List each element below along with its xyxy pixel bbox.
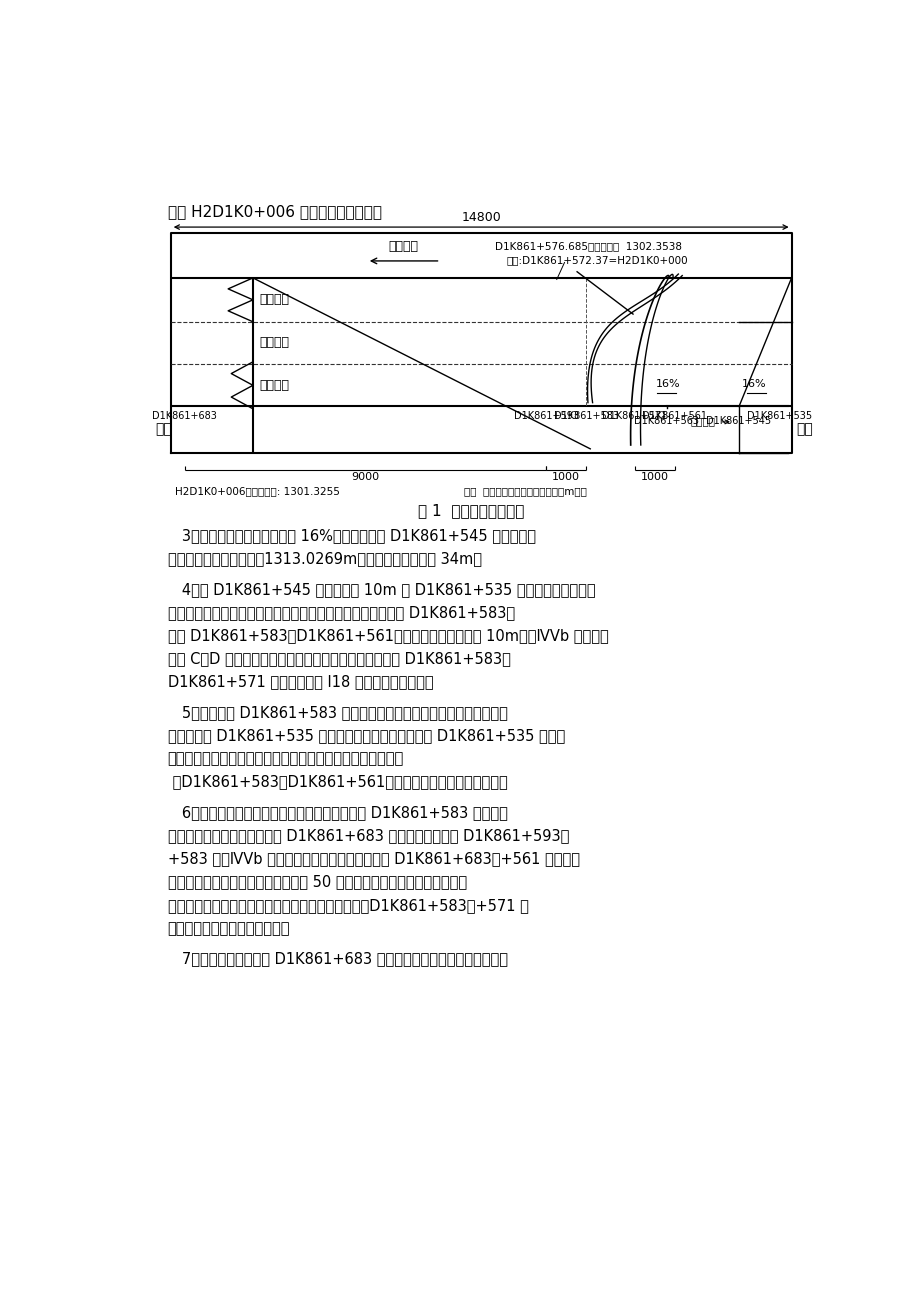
Text: 3、在转体施工过程中同时按 16%的上坡开挖至 D1K861+545 处达到正洞: 3、在转体施工过程中同时按 16%的上坡开挖至 D1K861+545 处达到正洞 bbox=[167, 529, 535, 543]
Text: 挖，开挖至 D1K861+535 后，将洞外拼装部分台架置于 D1K861+535 处并继: 挖，开挖至 D1K861+535 后，将洞外拼装部分台架置于 D1K861+53… bbox=[167, 728, 564, 743]
Text: 仰拱 C、D 单元初期支护）进行支护，正洞与横洞交叉段 D1K861+583～: 仰拱 C、D 单元初期支护）进行支护，正洞与横洞交叉段 D1K861+583～ bbox=[167, 651, 510, 667]
Text: D1K861+563: D1K861+563 bbox=[633, 417, 698, 427]
Text: 拱顶高程（拱顶高程为：1313.0269m），开挖长度计算为 34m；: 拱顶高程（拱顶高程为：1313.0269m），开挖长度计算为 34m； bbox=[167, 551, 482, 566]
Text: D1K861+545: D1K861+545 bbox=[706, 417, 771, 427]
Text: 图 1  横洞进正洞平面图: 图 1 横洞进正洞平面图 bbox=[418, 503, 524, 518]
Text: 14800: 14800 bbox=[460, 211, 501, 224]
Text: 1000: 1000 bbox=[551, 471, 580, 482]
Text: 板台架提供拼装空间，台车拼装完后及时施作二衬（D1K861+583～+571 段: 板台架提供拼装空间，台车拼装完后及时施作二衬（D1K861+583～+571 段 bbox=[167, 898, 528, 913]
Text: 说明  图中尺除里程桩号计其余均为m计。: 说明 图中尺除里程桩号计其余均为m计。 bbox=[463, 486, 586, 496]
Text: 施工方向: 施工方向 bbox=[689, 415, 714, 426]
Text: 二衬留到隧道贯通后再施作）。: 二衬留到隧道贯通后再施作）。 bbox=[167, 921, 289, 936]
Text: D1K861+683: D1K861+683 bbox=[153, 411, 217, 421]
Text: 隧道中线: 隧道中线 bbox=[259, 336, 289, 349]
Text: D1K861+576.685处切面高程  1302.3538: D1K861+576.685处切面高程 1302.3538 bbox=[494, 241, 681, 251]
Text: 断面 H2D1K0+006 施作支撑型钢门架。: 断面 H2D1K0+006 施作支撑型钢门架。 bbox=[167, 204, 381, 219]
Text: 6、全断面开挖台架加工完毕后以全断面工法从 D1K861+583 起，朝昆: 6、全断面开挖台架加工完毕后以全断面工法从 D1K861+583 起，朝昆 bbox=[167, 806, 507, 820]
Text: D1K861+535: D1K861+535 bbox=[746, 411, 811, 421]
Text: 隧道左线: 隧道左线 bbox=[259, 379, 289, 392]
Text: 其中 D1K861+583～D1K861+561（交叉段及小里程方向 10m）按ⅣVb 型（取消: 其中 D1K861+583～D1K861+561（交叉段及小里程方向 10m）按… bbox=[167, 629, 607, 643]
Text: 7、全断面方式开挖至 D1K861+683 后，转向小里程方向（长沙方向）: 7、全断面方式开挖至 D1K861+683 后，转向小里程方向（长沙方向） bbox=[167, 952, 507, 966]
Text: 9000: 9000 bbox=[351, 471, 380, 482]
Text: 16%: 16% bbox=[742, 379, 766, 389]
Text: D1K861+593: D1K861+593 bbox=[513, 411, 578, 421]
Text: D1K861+583: D1K861+583 bbox=[553, 411, 618, 421]
Text: 长沙: 长沙 bbox=[795, 423, 812, 436]
Text: 向大里程方向（昆明）以上台阶方式进行掘进；上台阶施工至 D1K861+583。: 向大里程方向（昆明）以上台阶方式进行掘进；上台阶施工至 D1K861+583。 bbox=[167, 605, 515, 620]
Text: 明方向（大里程方向）掘进至 D1K861+683 后停止掘进，其中 D1K861+593～: 明方向（大里程方向）掘进至 D1K861+683 后停止掘进，其中 D1K861… bbox=[167, 828, 569, 844]
Text: 线路方向: 线路方向 bbox=[388, 241, 418, 253]
Text: 昆明: 昆明 bbox=[155, 423, 172, 436]
Text: （D1K861+583～D1K861+561）隧底，并施工该段仰拱填充。: （D1K861+583～D1K861+561）隧底，并施工该段仰拱填充。 bbox=[167, 775, 507, 789]
Text: 续制作全断面台架，在制作台架的同时开挖横洞与正洞相交段: 续制作全断面台架，在制作台架的同时开挖横洞与正洞相交段 bbox=[167, 751, 403, 767]
Text: 交点:D1K861+572.37=H2D1K0+000: 交点:D1K861+572.37=H2D1K0+000 bbox=[505, 255, 687, 264]
Text: +583 段按ⅣVb 型支护参数进行支护，及时施作 D1K861+683～+561 仰拱填充: +583 段按ⅣVb 型支护参数进行支护，及时施作 D1K861+683～+56… bbox=[167, 852, 579, 867]
Text: D1K861+561: D1K861+561 bbox=[641, 411, 707, 421]
Text: 16%: 16% bbox=[655, 379, 680, 389]
Text: 5、下台阶从 D1K861+583 起沿施工方向（小里程方向）进行下台阶开: 5、下台阶从 D1K861+583 起沿施工方向（小里程方向）进行下台阶开 bbox=[167, 706, 507, 720]
Text: D1K861+571: D1K861+571 bbox=[601, 411, 666, 421]
Text: D1K861+571 钢拱架与预埋 I18 工字钢横梁相连接；: D1K861+571 钢拱架与预埋 I18 工字钢横梁相连接； bbox=[167, 674, 433, 690]
Text: （为防止以后开挖时破坏底板，预留 50 米暂不施工），为二衬台车及防水: （为防止以后开挖时破坏底板，预留 50 米暂不施工），为二衬台车及防水 bbox=[167, 875, 466, 889]
Text: 1000: 1000 bbox=[640, 471, 668, 482]
Text: 4、从 D1K861+545 处过渡扩挖 10m 至 D1K861+535 处达到正洞断面后转: 4、从 D1K861+545 处过渡扩挖 10m 至 D1K861+535 处达… bbox=[167, 582, 595, 598]
Text: H2D1K0+006处顶面高程: 1301.3255: H2D1K0+006处顶面高程: 1301.3255 bbox=[175, 486, 339, 496]
Text: 隧道右线: 隧道右线 bbox=[259, 293, 289, 306]
